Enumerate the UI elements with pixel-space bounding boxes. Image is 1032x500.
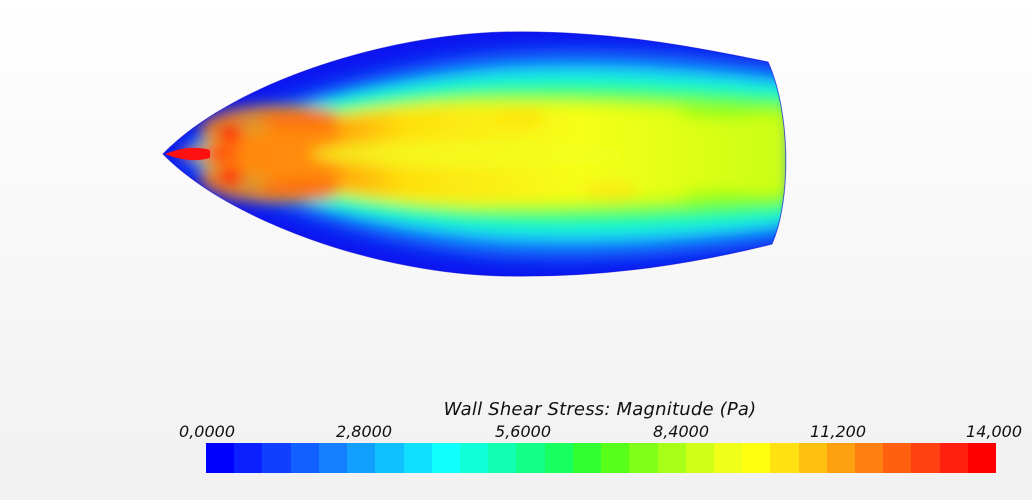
colorbar-segment [967, 443, 997, 473]
colorbar-ticks: 0,0000 2,8000 5,6000 8,4000 11,200 14,00… [0, 422, 1032, 442]
colorbar-segment [262, 443, 291, 473]
colorbar-segment [601, 443, 630, 473]
colorbar-segment [431, 443, 460, 473]
colorbar-segment [883, 443, 912, 473]
colorbar-segment [347, 443, 376, 473]
colorbar-tick-label: 14,000 [966, 422, 1022, 441]
colorbar-tick-label: 8,4000 [653, 422, 709, 441]
colorbar-segment [488, 443, 517, 473]
colorbar-segment [318, 443, 348, 473]
colorbar-segment [459, 443, 489, 473]
colorbar-segment [713, 443, 743, 473]
colorbar-tick-label: 5,6000 [495, 422, 551, 441]
colorbar-segment [685, 443, 714, 473]
colorbar-segment [234, 443, 263, 473]
colorbar-segment [206, 443, 235, 473]
hull-surface [163, 31, 786, 277]
colorbar-segment [403, 443, 432, 473]
colorbar-segment [516, 443, 545, 473]
colorbar-segment [544, 443, 573, 473]
colorbar-segment [855, 443, 884, 473]
colorbar-segment [657, 443, 686, 473]
colorbar-segment [572, 443, 602, 473]
colorbar-segment [375, 443, 404, 473]
colorbar-tick-label: 11,200 [810, 422, 866, 441]
colorbar-segment [826, 443, 856, 473]
colorbar-segment [629, 443, 658, 473]
colorbar-segment [939, 443, 968, 473]
colorbar-segment [770, 443, 799, 473]
colorbar-segment [911, 443, 940, 473]
colorbar-tick-label: 0,0000 [179, 422, 235, 441]
colorbar [206, 443, 997, 473]
colorbar-segment [290, 443, 319, 473]
colorbar-segment [798, 443, 827, 473]
colorbar-segment [742, 443, 771, 473]
colorbar-tick-label: 2,8000 [336, 422, 392, 441]
colorbar-title: Wall Shear Stress: Magnitude (Pa) [443, 399, 757, 420]
